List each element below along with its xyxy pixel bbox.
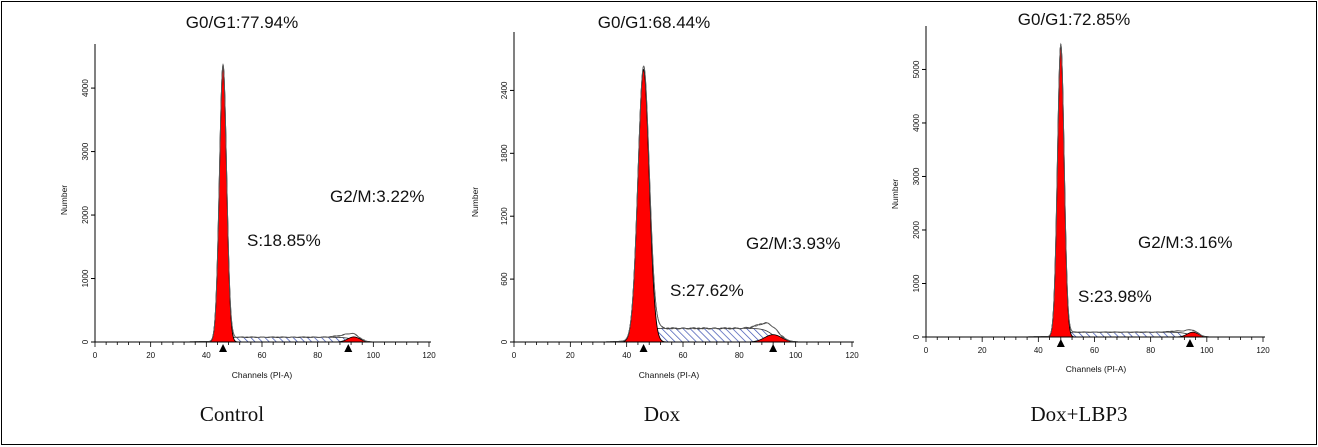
gate-marker [1056, 339, 1065, 347]
g0g1-label: G0/G1:68.44% [598, 13, 710, 32]
s-phase-label: S:27.62% [670, 281, 744, 300]
y-tick-label: 1800 [500, 144, 509, 162]
x-tick-label: 20 [978, 346, 987, 355]
histogram-dox-lbp3: G0/G1:72.85% S:23.98% G2/M:3.16% 0100020… [890, 10, 1270, 374]
plot-area: 0 600 1200 1800 2400 0 20 40 60 80 100 120 [500, 32, 859, 360]
caption-dox: Dox [643, 402, 681, 426]
x-tick-label: 80 [735, 351, 744, 360]
x-tick-label: 20 [566, 351, 575, 360]
y-tick-label: 0 [81, 339, 90, 344]
y-tick-label: 600 [500, 272, 509, 286]
y-tick-label: 4000 [81, 79, 90, 97]
y-axis-label: Number [59, 185, 69, 215]
x-axis-label: Channels (PI-A) [639, 370, 700, 380]
s-phase-label: S:18.85% [247, 231, 321, 250]
x-tick-label: 40 [1034, 346, 1043, 355]
g0g1-peak [620, 68, 667, 343]
x-tick-label: 40 [622, 351, 631, 360]
x-tick-label: 0 [512, 351, 517, 360]
x-tick-label: 0 [924, 346, 929, 355]
y-tick-label: 1200 [500, 207, 509, 225]
x-tick-label: 80 [1146, 346, 1155, 355]
g0g1-peak [1046, 43, 1075, 338]
x-tick-label: 20 [146, 351, 155, 360]
caption-control: Control [199, 402, 265, 426]
histogram-trace [598, 65, 830, 343]
histogram-trace [1010, 42, 1241, 338]
x-tick-label: 80 [313, 351, 322, 360]
y-tick-label: 0 [912, 334, 921, 339]
y-tick-label: 0 [500, 339, 509, 344]
x-axis-label: Channels (PI-A) [232, 370, 293, 380]
x-tick-label: 60 [1090, 346, 1099, 355]
g0g1-label: G0/G1:77.94% [186, 13, 298, 32]
y-tick-label: 1000 [81, 269, 90, 287]
y-tick-label: 2000 [912, 221, 921, 239]
s-phase-label: S:23.98% [1078, 287, 1152, 306]
x-tick-label: 0 [93, 351, 98, 360]
x-axis-label: Channels (PI-A) [1066, 364, 1127, 374]
y-tick-label: 3000 [81, 142, 90, 160]
caption-dox-lbp3: Dox+LBP3 [1030, 402, 1128, 426]
x-tick-label: 100 [1200, 346, 1214, 355]
x-tick-label: 120 [845, 351, 859, 360]
gate-marker [1185, 339, 1194, 347]
x-tick-label: 40 [202, 351, 211, 360]
gate-marker [344, 344, 353, 352]
x-tick-label: 120 [422, 351, 436, 360]
y-tick-label: 2400 [500, 81, 509, 99]
g2m-label: G2/M:3.93% [746, 234, 841, 253]
x-tick-label: 60 [679, 351, 688, 360]
plot-area: 0 1000 2000 3000 4000 5000 0 20 40 60 80 100 120 [912, 26, 1270, 355]
y-tick-label: 3000 [912, 167, 921, 185]
g0g1-label: G0/G1:72.85% [1018, 10, 1130, 29]
g2m-label: G2/M:3.22% [330, 187, 425, 206]
g2m-label: G2/M:3.16% [1138, 233, 1233, 252]
gate-marker [639, 344, 648, 352]
plot-area: 0 1000 2000 3000 4000 0 20 40 60 80 100 120 [81, 44, 436, 360]
gate-marker [219, 344, 228, 352]
x-tick-label: 60 [258, 351, 267, 360]
x-tick-label: 120 [1256, 346, 1270, 355]
histogram-control: G0/G1:77.94% S:18.85% G2/M:3.22% 0100020… [59, 13, 436, 380]
y-tick-label: 4000 [912, 114, 921, 132]
y-axis-label: Number [890, 179, 900, 209]
x-tick-label: 100 [367, 351, 381, 360]
y-axis-label: Number [470, 187, 480, 217]
y-tick-label: 2000 [81, 206, 90, 224]
g0g1-peak [208, 64, 238, 343]
y-tick-label: 1000 [912, 274, 921, 292]
x-tick-label: 100 [789, 351, 803, 360]
histogram-dox: G0/G1:68.44% S:27.62% G2/M:3.93% 0600120… [470, 13, 859, 380]
gate-marker [769, 344, 778, 352]
y-tick-label: 5000 [912, 60, 921, 78]
